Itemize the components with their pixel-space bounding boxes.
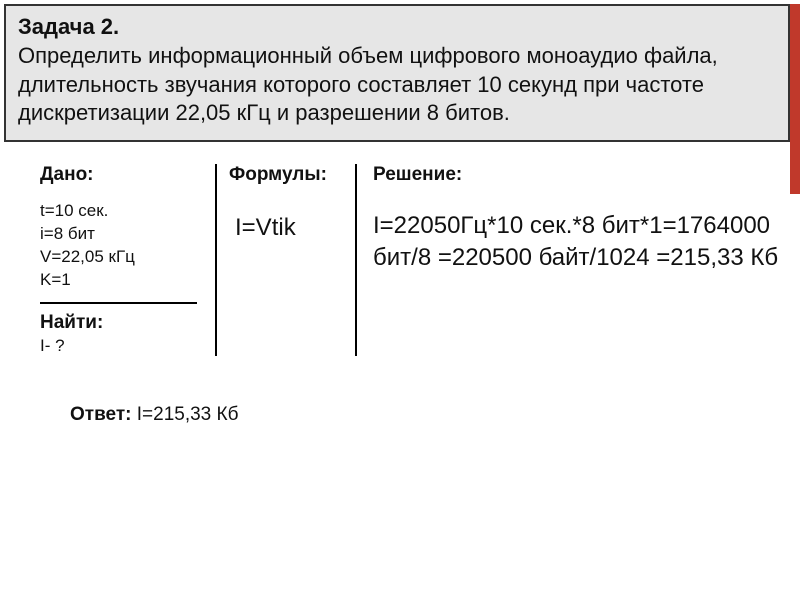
- accent-bar: [790, 4, 800, 194]
- find-heading: Найти:: [40, 312, 197, 334]
- problem-box: Задача 2. Определить информационный объе…: [4, 4, 790, 142]
- given-list: t=10 сек. i=8 бит V=22,05 кГц K=1: [40, 200, 197, 292]
- given-heading: Дано:: [40, 164, 197, 186]
- solution-body: I=22050Гц*10 сек.*8 бит*1=1764000 бит/8 …: [373, 210, 782, 275]
- problem-text: Определить информационный объем цифровог…: [18, 42, 776, 128]
- formula-heading: Формулы:: [229, 164, 341, 186]
- given-divider: [40, 302, 197, 304]
- problem-title: Задача 2.: [18, 14, 776, 40]
- given-item: i=8 бит: [40, 223, 197, 246]
- solution-heading: Решение:: [373, 164, 782, 186]
- given-item: K=1: [40, 269, 197, 292]
- formula-body: I=Vtik: [229, 214, 341, 242]
- solution-column: Решение: I=22050Гц*10 сек.*8 бит*1=17640…: [355, 164, 800, 356]
- answer-label: Ответ:: [70, 404, 131, 425]
- work-area: Дано: t=10 сек. i=8 бит V=22,05 кГц K=1 …: [40, 164, 800, 356]
- given-item: t=10 сек.: [40, 200, 197, 223]
- given-item: V=22,05 кГц: [40, 246, 197, 269]
- formula-column: Формулы: I=Vtik: [215, 164, 355, 356]
- answer-value: I=215,33 Кб: [137, 404, 239, 425]
- find-value: I- ?: [40, 336, 197, 356]
- answer-row: Ответ: I=215,33 Кб: [70, 404, 800, 426]
- given-column: Дано: t=10 сек. i=8 бит V=22,05 кГц K=1 …: [40, 164, 215, 356]
